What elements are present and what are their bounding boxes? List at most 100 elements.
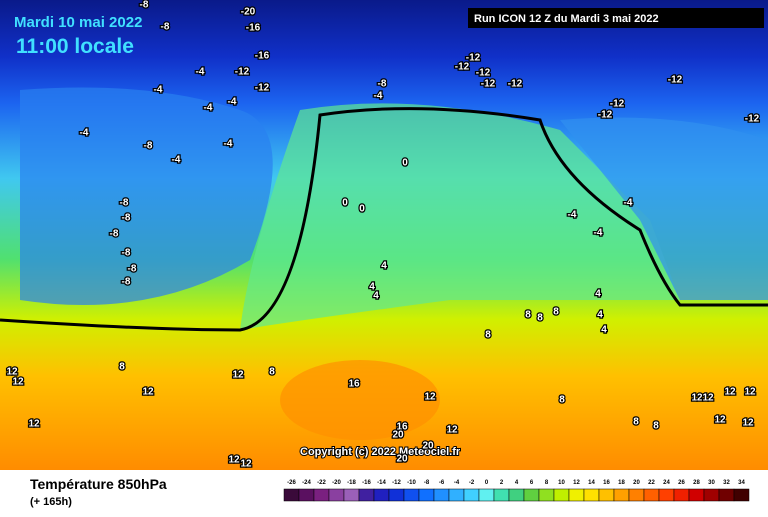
contour-label: -12 (745, 114, 760, 125)
zero-contour (0, 107, 768, 332)
contour-label: -4 (594, 228, 603, 239)
legend-tick: 22 (648, 480, 655, 486)
contour-label: 12 (724, 387, 736, 398)
color-swatch (373, 488, 390, 502)
contour-label: -12 (668, 75, 683, 86)
contour-label: -8 (122, 248, 131, 259)
legend-tick: 26 (678, 480, 685, 486)
color-swatch (703, 488, 720, 502)
contour-label: 20 (392, 430, 404, 441)
contour-label: 8 (653, 421, 659, 432)
contour-label: 8 (553, 307, 559, 318)
copyright: Copyright (c) 2022 Meteociel.fr (300, 446, 461, 458)
contour-label: -20 (241, 7, 256, 18)
contour-label: 12 (12, 377, 24, 388)
legend-tick: 0 (485, 480, 489, 486)
legend-tick: 34 (738, 480, 745, 486)
color-swatch (418, 488, 435, 502)
contour-label: -4 (154, 85, 163, 96)
legend-tick: 12 (573, 480, 580, 486)
contour-label: 8 (119, 362, 125, 373)
color-swatch (733, 488, 750, 502)
color-swatch (448, 488, 465, 502)
contour-label: 12 (142, 387, 154, 398)
contour-label: -12 (235, 67, 250, 78)
color-swatch (433, 488, 450, 502)
contour-label: -8 (122, 277, 131, 288)
legend-tick: -10 (407, 480, 416, 486)
contour-label: 4 (595, 289, 601, 300)
legend-tick: 32 (723, 480, 730, 486)
legend-tick: -18 (347, 480, 356, 486)
contour-label: 12 (6, 367, 18, 378)
contour-label: 8 (559, 395, 565, 406)
contour-label: 12 (232, 370, 244, 381)
region (280, 360, 440, 440)
color-swatch (328, 488, 345, 502)
color-swatch (313, 488, 330, 502)
contour-label: 8 (537, 313, 543, 324)
contour-label: 12 (702, 393, 714, 404)
color-swatch (358, 488, 375, 502)
contour-label: -8 (144, 141, 153, 152)
contour-label: -12 (476, 68, 491, 79)
contour-label: -4 (568, 210, 577, 221)
contour-label: 12 (28, 419, 40, 430)
contour-label: -12 (508, 79, 523, 90)
color-swatch (403, 488, 420, 502)
legend-tick: 2 (500, 480, 504, 486)
contour-label: 12 (424, 392, 436, 403)
region (560, 117, 768, 300)
legend-tick: -8 (424, 480, 430, 486)
contour-label: -12 (598, 110, 613, 121)
contour-label: 12 (744, 387, 756, 398)
legend-tick: 10 (558, 480, 565, 486)
legend-tick: -22 (317, 480, 326, 486)
color-swatch (463, 488, 480, 502)
contour-label: -8 (128, 264, 137, 275)
run-box (468, 8, 764, 28)
contour-label: -4 (624, 198, 633, 209)
legend-tick: 18 (618, 480, 625, 486)
contour-label: 16 (348, 379, 360, 390)
contour-label: 8 (525, 310, 531, 321)
contour-label: 0 (342, 198, 348, 209)
contour-label: -4 (204, 103, 213, 114)
contour-label: 4 (381, 261, 387, 272)
contour-label: -12 (255, 83, 270, 94)
legend-tick: 4 (515, 480, 519, 486)
color-swatch (643, 488, 660, 502)
color-swatch (598, 488, 615, 502)
contour-label: 0 (359, 204, 365, 215)
legend-tick: -24 (302, 480, 311, 486)
color-swatch (523, 488, 540, 502)
legend-tick: 14 (588, 480, 595, 486)
legend-tick: 24 (663, 480, 670, 486)
color-swatch (673, 488, 690, 502)
legend-tick: -6 (439, 480, 445, 486)
color-swatch (508, 488, 525, 502)
legend-tick: 30 (708, 480, 715, 486)
contour-label: -4 (224, 139, 233, 150)
legend-tick: -14 (377, 480, 386, 486)
color-swatch (343, 488, 360, 502)
contour-label: 0 (402, 158, 408, 169)
region (20, 87, 273, 305)
legend-tick: 8 (545, 480, 549, 486)
color-swatch (538, 488, 555, 502)
legend-title: Température 850hPa (30, 476, 167, 492)
color-swatch (688, 488, 705, 502)
contour-label: 20 (422, 441, 434, 452)
contour-label: -8 (161, 22, 170, 33)
color-swatch (613, 488, 630, 502)
contour-label: 4 (601, 325, 607, 336)
legend-tick: -20 (332, 480, 341, 486)
color-swatch (583, 488, 600, 502)
color-swatch (628, 488, 645, 502)
legend-tick: 20 (633, 480, 640, 486)
contour-label: -16 (246, 23, 261, 34)
lead-time: (+ 165h) (30, 496, 72, 508)
color-swatch (658, 488, 675, 502)
contour-label: 12 (742, 418, 754, 429)
